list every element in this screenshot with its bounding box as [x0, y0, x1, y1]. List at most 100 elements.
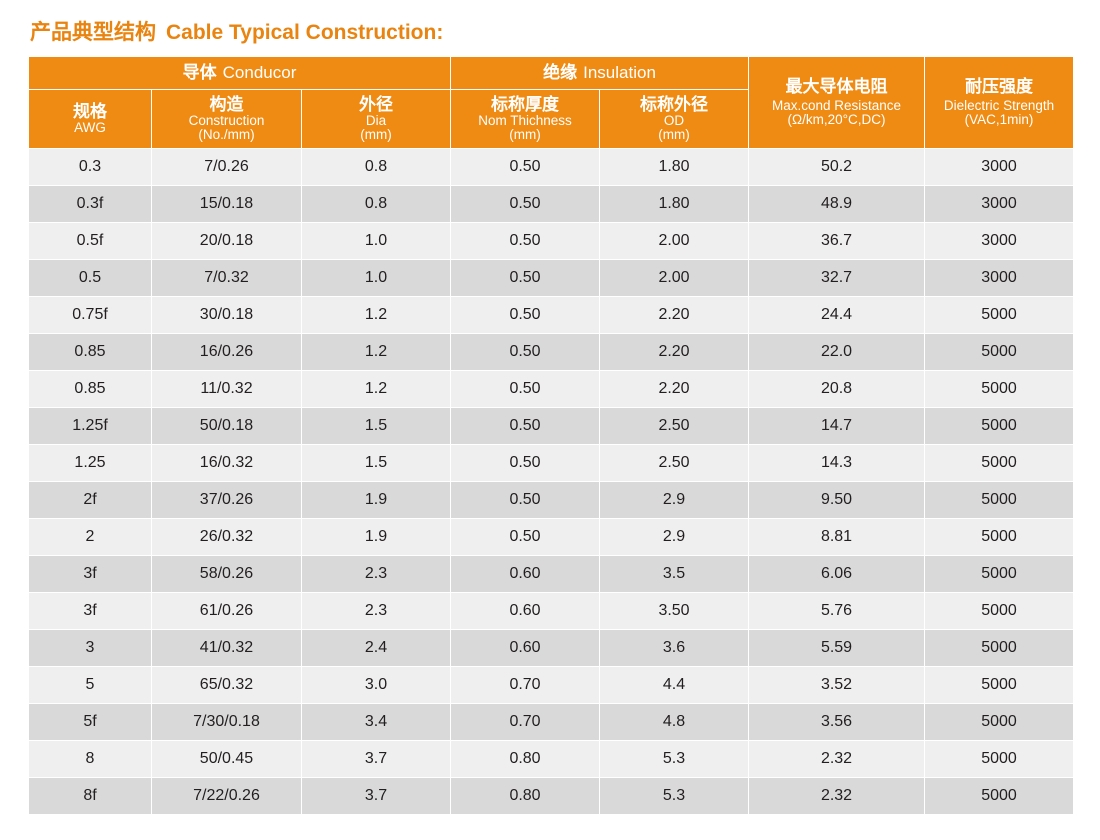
cell-dia: 1.2 [300, 296, 452, 334]
cell-awg: 0.75f [28, 296, 152, 334]
cell-max-resistance: 48.9 [748, 185, 926, 223]
cell-dia: 3.0 [300, 666, 452, 704]
cell-dielectric-strength: 5000 [924, 592, 1075, 630]
cell-construction: 58/0.26 [151, 555, 302, 593]
cell-construction: 7/0.26 [151, 148, 302, 186]
cell-dia: 1.9 [300, 518, 452, 556]
cell-awg: 0.5 [28, 259, 152, 297]
table-body: 0.3 7/0.26 0.8 0.50 1.80 50.2 3000 0.3f 15/0.18 0… [28, 148, 1075, 815]
group-header-conductor: 导体 Conducor [27, 56, 452, 90]
cell-dia: 3.4 [300, 703, 452, 741]
cell-nom-thickness: 0.50 [450, 444, 601, 482]
cell-awg: 5 [28, 666, 152, 704]
cell-max-resistance: 6.06 [748, 555, 926, 593]
cell-awg: 8 [28, 740, 152, 778]
cell-construction: 11/0.32 [151, 370, 302, 408]
cell-dielectric-strength: 5000 [924, 444, 1075, 482]
col-header-od: 标称外径 OD (mm) [599, 89, 750, 149]
cell-construction: 30/0.18 [151, 296, 302, 334]
table-row: 0.85 11/0.32 1.2 0.50 2.20 20.8 5000 [28, 370, 1075, 408]
cell-max-resistance: 50.2 [748, 148, 926, 186]
cell-od: 3.50 [599, 592, 750, 630]
cell-nom-thickness: 0.50 [450, 259, 601, 297]
cell-awg: 1.25f [28, 407, 152, 445]
cell-nom-thickness: 0.50 [450, 370, 601, 408]
cell-nom-thickness: 0.70 [450, 703, 601, 741]
cell-od: 2.20 [599, 296, 750, 334]
cell-od: 2.50 [599, 407, 750, 445]
table-row: 8f 7/22/0.26 3.7 0.80 5.3 2.32 5000 [28, 777, 1075, 815]
table-row: 2f 37/0.26 1.9 0.50 2.9 9.50 5000 [28, 481, 1075, 519]
cell-max-resistance: 14.7 [748, 407, 926, 445]
cell-dia: 2.4 [300, 629, 452, 667]
cell-construction: 37/0.26 [151, 481, 302, 519]
cell-dia: 2.3 [300, 592, 452, 630]
cell-construction: 50/0.18 [151, 407, 302, 445]
cell-construction: 20/0.18 [151, 222, 302, 260]
cell-dielectric-strength: 5000 [924, 777, 1075, 815]
cell-od: 1.80 [599, 148, 750, 186]
table-row: 1.25f 50/0.18 1.5 0.50 2.50 14.7 5000 [28, 407, 1075, 445]
cell-awg: 0.3f [28, 185, 152, 223]
cell-dia: 1.9 [300, 481, 452, 519]
cell-dielectric-strength: 5000 [924, 296, 1075, 334]
table-row: 1.25 16/0.32 1.5 0.50 2.50 14.3 5000 [28, 444, 1075, 482]
cell-max-resistance: 5.76 [748, 592, 926, 630]
table-row: 0.75f 30/0.18 1.2 0.50 2.20 24.4 5000 [28, 296, 1075, 334]
cell-construction: 16/0.32 [151, 444, 302, 482]
cell-nom-thickness: 0.70 [450, 666, 601, 704]
cell-awg: 5f [28, 703, 152, 741]
col-header-dia: 外径 Dia (mm) [300, 89, 452, 149]
col-header-dielectric-strength: 耐压强度 Dielectric Strength (VAC,1min) [924, 56, 1075, 149]
cell-od: 2.9 [599, 518, 750, 556]
cell-max-resistance: 32.7 [748, 259, 926, 297]
cell-dia: 1.0 [300, 259, 452, 297]
col-header-max-resistance: 最大导体电阻 Max.cond Resistance (Ω/km,20°C,DC) [748, 56, 926, 149]
cell-dielectric-strength: 5000 [924, 740, 1075, 778]
cell-od: 3.6 [599, 629, 750, 667]
cell-construction: 41/0.32 [151, 629, 302, 667]
cell-dielectric-strength: 3000 [924, 222, 1075, 260]
cell-od: 2.9 [599, 481, 750, 519]
cell-dia: 0.8 [300, 148, 452, 186]
cell-od: 4.4 [599, 666, 750, 704]
cell-od: 5.3 [599, 777, 750, 815]
cell-construction: 15/0.18 [151, 185, 302, 223]
table-row: 0.5f 20/0.18 1.0 0.50 2.00 36.7 3000 [28, 222, 1075, 260]
cell-od: 5.3 [599, 740, 750, 778]
cell-dia: 1.5 [300, 444, 452, 482]
cell-construction: 7/0.32 [151, 259, 302, 297]
table-row: 0.5 7/0.32 1.0 0.50 2.00 32.7 3000 [28, 259, 1075, 297]
cell-max-resistance: 22.0 [748, 333, 926, 371]
cell-max-resistance: 3.52 [748, 666, 926, 704]
cell-dielectric-strength: 3000 [924, 148, 1075, 186]
cable-spec-table: 导体 Conducor 绝缘 Insulation 最大导体电阻 Max.cond R… [27, 56, 1075, 815]
cell-awg: 3f [28, 555, 152, 593]
table-row: 3f 58/0.26 2.3 0.60 3.5 6.06 5000 [28, 555, 1075, 593]
cell-nom-thickness: 0.60 [450, 555, 601, 593]
cell-nom-thickness: 0.80 [450, 740, 601, 778]
cell-od: 3.5 [599, 555, 750, 593]
cell-nom-thickness: 0.50 [450, 407, 601, 445]
cell-od: 2.20 [599, 370, 750, 408]
cell-max-resistance: 24.4 [748, 296, 926, 334]
col-header-nom-thickness: 标称厚度 Nom Thichness (mm) [450, 89, 601, 149]
cell-nom-thickness: 0.50 [450, 296, 601, 334]
cell-dia: 1.0 [300, 222, 452, 260]
cell-nom-thickness: 0.50 [450, 148, 601, 186]
cell-dia: 3.7 [300, 740, 452, 778]
cell-od: 2.00 [599, 222, 750, 260]
cell-dielectric-strength: 5000 [924, 481, 1075, 519]
table-row: 0.3 7/0.26 0.8 0.50 1.80 50.2 3000 [28, 148, 1075, 186]
table-row: 3 41/0.32 2.4 0.60 3.6 5.59 5000 [28, 629, 1075, 667]
cell-dielectric-strength: 5000 [924, 518, 1075, 556]
cell-dielectric-strength: 5000 [924, 333, 1075, 371]
cell-max-resistance: 2.32 [748, 777, 926, 815]
table-row: 5f 7/30/0.18 3.4 0.70 4.8 3.56 5000 [28, 703, 1075, 741]
cell-od: 2.00 [599, 259, 750, 297]
cell-construction: 7/30/0.18 [151, 703, 302, 741]
cell-dia: 1.2 [300, 370, 452, 408]
cell-od: 1.80 [599, 185, 750, 223]
cell-nom-thickness: 0.80 [450, 777, 601, 815]
cell-awg: 1.25 [28, 444, 152, 482]
